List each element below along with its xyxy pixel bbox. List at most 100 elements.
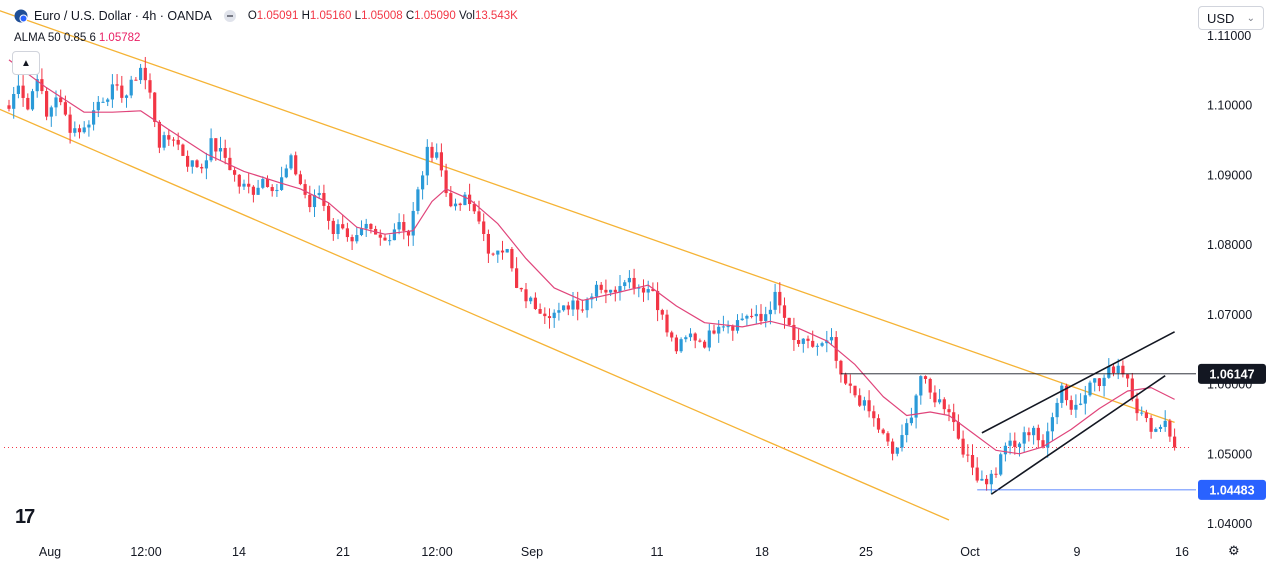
candle-body [247, 183, 251, 187]
candle-body [369, 223, 373, 229]
price-tag-label: 1.04483 [1209, 483, 1254, 497]
candle-body [228, 157, 232, 171]
candle-body [1055, 402, 1059, 418]
symbol-title[interactable]: Euro / U.S. Dollar · 4h · OANDA [34, 9, 212, 23]
candle-body [30, 91, 35, 110]
candle-body [1060, 385, 1064, 403]
indicator-legend[interactable]: ALMA 50 0.85 6 1.05782 [14, 32, 140, 44]
candle-body [181, 144, 185, 156]
candle-body [562, 305, 566, 311]
candle-body [721, 326, 725, 328]
candle-body [148, 80, 152, 93]
candle-body [449, 193, 453, 207]
candle-body [124, 95, 129, 98]
price-axis[interactable]: 1.110001.100001.090001.080001.070001.060… [1207, 29, 1252, 531]
candle-body [482, 221, 486, 234]
candle-body [693, 333, 697, 341]
candle-body [82, 127, 86, 133]
candle-body [909, 417, 913, 424]
candle-body [665, 314, 669, 333]
candle-body [68, 114, 72, 133]
y-tick-label: 1.07000 [1207, 308, 1252, 322]
candle-body [106, 99, 110, 102]
candle-body [1111, 366, 1116, 374]
currency-label: USD [1207, 10, 1235, 26]
candle-body [806, 338, 810, 341]
candle-body [26, 97, 30, 110]
candle-body [218, 148, 223, 152]
candle-body [312, 195, 317, 208]
indicator-value: 1.05782 [98, 32, 141, 44]
candle-body [214, 138, 218, 152]
candle-body [317, 192, 321, 196]
ohlc-low-value: 1.05008 [361, 10, 403, 22]
x-tick-label: Aug [39, 545, 61, 559]
candle-body [157, 121, 161, 148]
candle-body [1003, 445, 1007, 455]
ohlc-high-value: 1.05160 [309, 10, 352, 22]
y-tick-label: 1.08000 [1207, 238, 1252, 252]
candle-body [439, 152, 443, 171]
candle-body [101, 101, 105, 103]
candle-body [717, 326, 721, 334]
candle-body [139, 67, 143, 81]
candle-body [651, 289, 655, 292]
candle-body [77, 128, 82, 133]
tradingview-logo[interactable]: 17 [15, 506, 35, 528]
candle-body [416, 189, 420, 211]
collapse-legend-button[interactable] [223, 10, 236, 22]
currency-selector[interactable]: USD ⌄ [1198, 6, 1264, 30]
candle-body [289, 155, 293, 169]
candle-body [176, 139, 180, 145]
candle-body [745, 315, 749, 319]
candle-body [16, 85, 20, 94]
time-axis[interactable]: Aug 12:00 14 21 12:00 Sep 11 18 25 Oct 9 16 [39, 545, 1189, 559]
candle-body [1135, 398, 1139, 414]
candle-body [618, 286, 622, 293]
candle-body [876, 418, 881, 430]
candle-body [54, 97, 58, 108]
candle-body [966, 454, 970, 456]
candle-body [463, 194, 467, 206]
candle-body [303, 184, 307, 195]
candle-body [660, 310, 664, 315]
candle-body [209, 138, 213, 161]
candle-body [604, 289, 608, 293]
x-tick-label: Sep [521, 545, 543, 559]
candle-body [1069, 400, 1073, 410]
candle-body [261, 179, 265, 188]
candle-body [552, 312, 556, 319]
candle-body [336, 224, 340, 235]
ohlc-high-key: H [301, 10, 310, 22]
candle-body [49, 107, 53, 117]
chevron-up-icon[interactable]: ▲ [12, 51, 40, 75]
candle-body [980, 478, 984, 481]
candle-body [359, 228, 364, 236]
candle-body [1116, 365, 1120, 374]
candle-body [609, 289, 613, 293]
ohlc-values: O1.05091 H1.05160 L1.05008 C1.05090 Vol1… [248, 10, 518, 22]
candle-body [726, 326, 730, 328]
candle-body [703, 341, 707, 348]
ohlc-close-value: 1.05090 [414, 10, 456, 22]
wedge-upper-line [981, 331, 1175, 434]
candle-body [505, 249, 509, 253]
candle-body [195, 160, 199, 168]
gear-icon[interactable]: ⚙ [1228, 543, 1240, 558]
candle-body [956, 422, 960, 439]
candle-body [750, 315, 754, 317]
candle-body [458, 203, 462, 206]
y-tick-label: 1.04000 [1207, 517, 1252, 531]
candle-body [623, 282, 627, 287]
candle-body [364, 223, 368, 229]
candle-body [345, 228, 349, 238]
candle-body [402, 222, 406, 231]
candle-body [811, 340, 815, 347]
candle-body [35, 79, 39, 92]
candle-body [914, 395, 918, 418]
ohlc-open-key: O [247, 10, 257, 22]
candle-body [1041, 440, 1045, 448]
candles [7, 56, 1177, 494]
y-tick-label: 1.09000 [1207, 168, 1252, 182]
